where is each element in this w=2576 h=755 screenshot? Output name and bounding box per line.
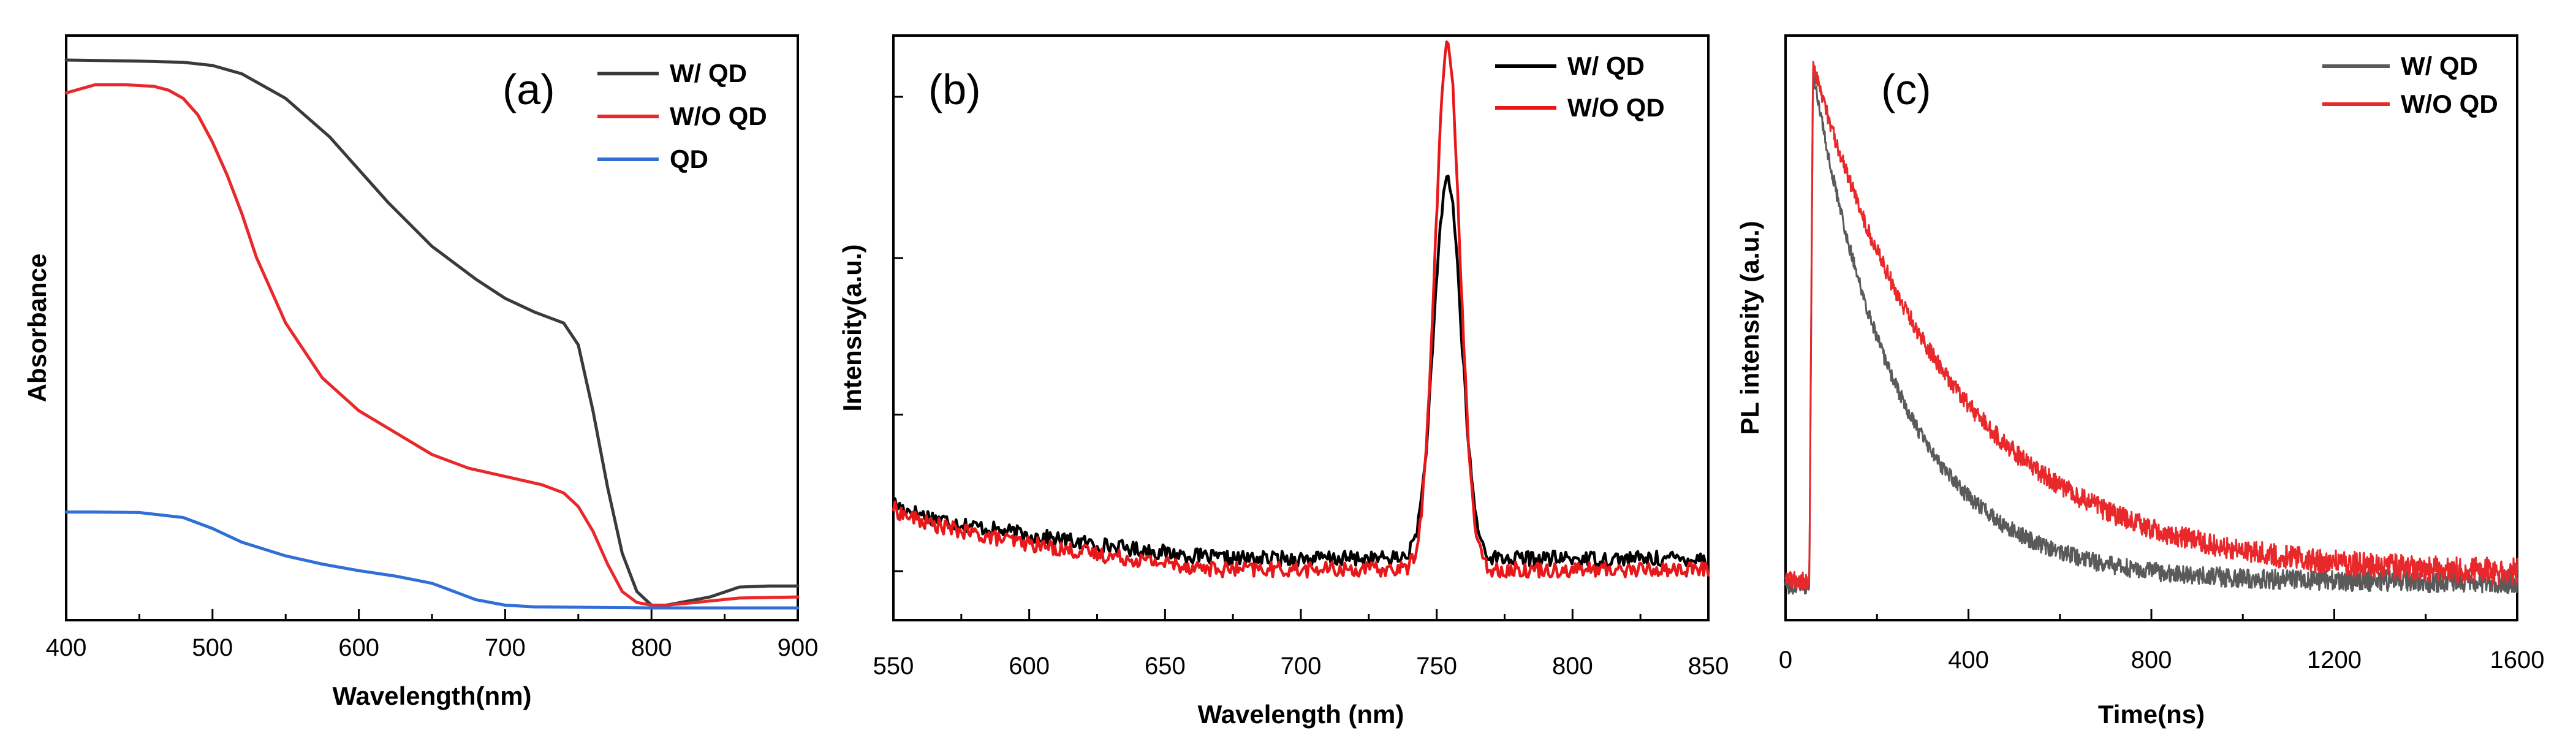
panel-b: 550 600 650 700 750 800 850 (b) Wavelength (nm…	[838, 34, 1729, 729]
series-line	[1784, 69, 2518, 595]
legend-label: W/O QD	[2401, 89, 2498, 118]
legend-label: W/ QD	[1567, 51, 1645, 80]
panel-b-curves	[892, 40, 1710, 579]
panel-a-ylabel: Absorbance	[23, 254, 51, 403]
x-tick-label: 500	[192, 634, 233, 661]
x-tick-label: 850	[1688, 653, 1729, 680]
panel-a-curves	[64, 58, 800, 610]
x-tick-label: 400	[1948, 647, 1989, 673]
x-tick-label: 650	[1145, 653, 1186, 680]
panel-a-tick-labels: 400 500 600 700 800 900	[46, 634, 819, 661]
panel-c-legend: W/ QD W/O QD	[2322, 51, 2498, 118]
x-tick-label: 600	[1009, 653, 1050, 680]
panel-b-label: (b)	[928, 66, 981, 113]
x-tick-label: 800	[631, 634, 672, 661]
panel-c-ylabel: PL intensity (a.u.)	[1735, 221, 1764, 434]
panel-a: 400 500 600 700 800 900 (a) Wavelength(nm) Ab…	[23, 34, 819, 710]
panel-b-xlabel: Wavelength (nm)	[1198, 700, 1404, 729]
panel-c-label: (c)	[1881, 66, 1931, 113]
panel-c-ticks	[1784, 609, 2518, 620]
panel-a-ticks	[65, 609, 799, 620]
x-tick-label: 900	[778, 634, 819, 661]
panel-c: 0 400 800 1200 1600 (c) Time(ns) PL intensit…	[1735, 34, 2545, 729]
panel-c-tick-labels: 0 400 800 1200 1600	[1779, 647, 2545, 673]
panel-a-label: (a)	[502, 66, 555, 113]
panel-a-legend: W/ QD W/O QD QD	[597, 59, 767, 173]
panel-c-curves	[1784, 61, 2518, 595]
legend-label: QD	[670, 145, 708, 173]
x-tick-label: 750	[1416, 653, 1457, 680]
panel-b-tick-labels: 550 600 650 700 750 800 850	[873, 653, 1729, 680]
panel-a-xlabel: Wavelength(nm)	[332, 681, 531, 710]
x-tick-label: 700	[1281, 653, 1322, 680]
x-tick-label: 700	[485, 634, 526, 661]
series-line	[64, 83, 800, 607]
series-line	[892, 40, 1710, 579]
series-line	[64, 58, 800, 607]
series-line	[1784, 61, 2518, 591]
x-tick-label: 550	[873, 653, 914, 680]
series-line	[64, 510, 800, 610]
panel-b-legend: W/ QD W/O QD	[1495, 51, 1665, 122]
x-tick-label: 1600	[2490, 647, 2545, 673]
legend-label: W/ QD	[2401, 51, 2478, 80]
legend-label: W/ QD	[670, 59, 747, 88]
panel-b-ticks	[892, 96, 1710, 620]
legend-label: W/O QD	[1567, 93, 1665, 122]
series-line	[892, 174, 1710, 568]
x-tick-label: 800	[2131, 647, 2172, 673]
x-tick-label: 0	[1779, 647, 1792, 673]
x-tick-label: 400	[46, 634, 87, 661]
x-tick-label: 800	[1552, 653, 1593, 680]
panel-c-xlabel: Time(ns)	[2098, 700, 2205, 729]
x-tick-label: 1200	[2307, 647, 2362, 673]
panel-b-ylabel: Intensity(a.u.)	[838, 244, 866, 411]
legend-label: W/O QD	[670, 102, 767, 131]
x-tick-label: 600	[338, 634, 379, 661]
